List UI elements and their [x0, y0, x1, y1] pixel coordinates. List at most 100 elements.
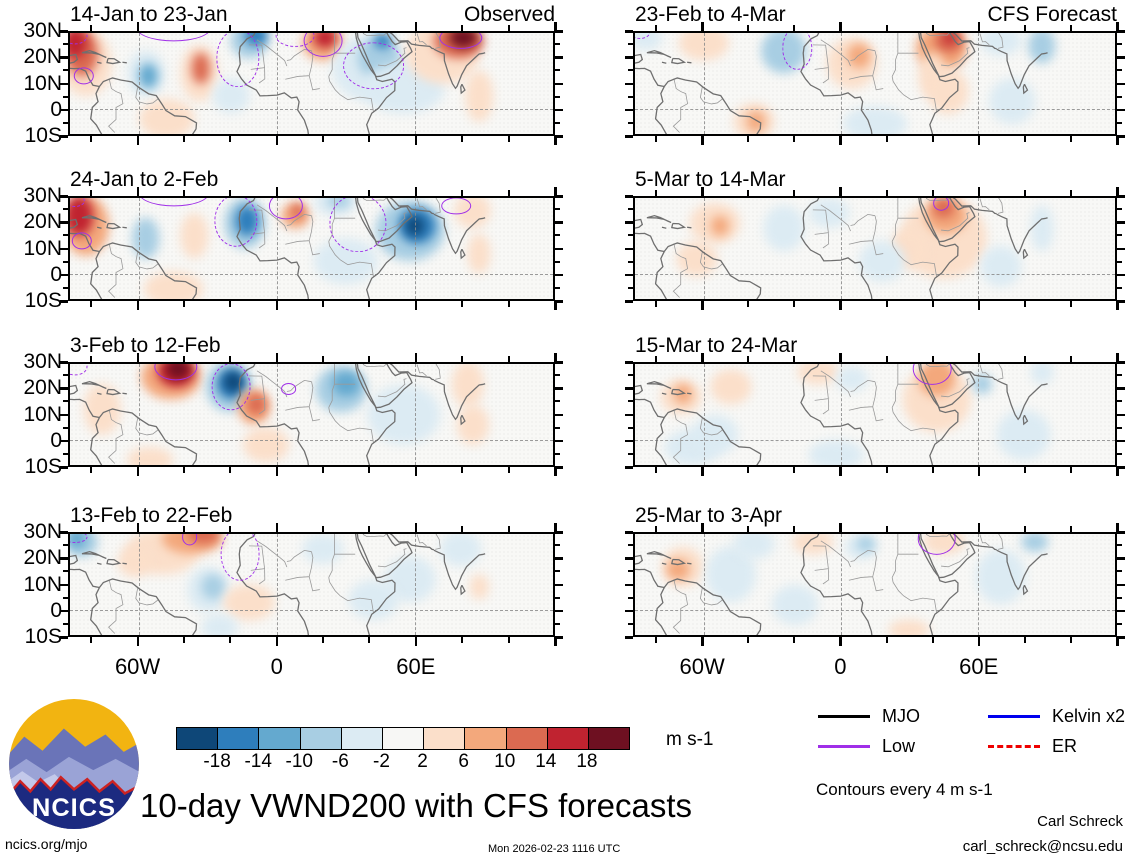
lon-tick — [90, 467, 93, 473]
logo-text: NCICS — [32, 794, 116, 822]
anomaly-blob — [470, 574, 489, 600]
lon-tick — [507, 301, 510, 307]
lat-tick — [555, 531, 563, 534]
anomaly-blob — [456, 404, 489, 445]
footer-timestamp: Mon 2026-02-23 1116 UTC — [488, 843, 621, 855]
lat-tick — [1117, 387, 1125, 390]
anomaly-blob — [1030, 205, 1054, 252]
lat-tick — [1117, 121, 1122, 124]
lon-tick — [229, 136, 232, 142]
lon-tick — [839, 136, 842, 145]
lat-tick — [1117, 426, 1122, 429]
map-5 — [633, 31, 1117, 136]
lon-tick — [1069, 136, 1072, 142]
colorbar-units: m s-1 — [666, 729, 714, 750]
lat-label: 10N — [23, 402, 62, 426]
gridline-meridian — [977, 534, 979, 635]
lon-tick — [275, 187, 279, 196]
anomaly-blob — [772, 584, 818, 625]
panel-title: 23-Feb to 4-Mar — [635, 3, 786, 26]
lat-tick — [555, 400, 560, 403]
anomaly-blob — [975, 549, 1026, 605]
panel-title: 13-Feb to 22-Feb — [70, 504, 233, 527]
ncics-logo: NCICS — [9, 699, 139, 829]
lat-tick — [1117, 544, 1122, 547]
gridline-meridian — [703, 33, 705, 134]
lat-label: 20N — [23, 45, 62, 69]
lon-tick — [322, 637, 325, 643]
lon-tick — [1069, 301, 1072, 307]
anomaly-blob — [1030, 364, 1054, 385]
lat-tick — [625, 636, 633, 639]
lon-tick — [322, 467, 325, 473]
lat-tick — [63, 570, 68, 573]
lat-tick — [60, 531, 68, 534]
lon-tick — [368, 301, 371, 307]
lat-tick — [1117, 69, 1122, 72]
lat-label: 20N — [23, 210, 62, 234]
lon-tick — [136, 301, 140, 310]
lat-tick — [60, 273, 68, 277]
lon-tick — [229, 637, 232, 643]
lon-tick — [182, 526, 185, 532]
lon-tick — [793, 136, 796, 142]
lon-tick — [793, 637, 796, 643]
wave-contour-dashed — [220, 534, 260, 581]
lat-tick — [628, 544, 633, 547]
lat-tick — [625, 221, 633, 224]
lat-tick — [625, 583, 633, 586]
coastlines — [70, 198, 553, 299]
anomaly-blob — [127, 447, 174, 465]
lat-label: 0 — [50, 97, 62, 121]
lon-tick — [655, 467, 658, 473]
colorbar-tick-label: 10 — [494, 751, 516, 772]
lon-tick — [839, 637, 842, 646]
lon-tick — [554, 523, 557, 532]
lon-tick — [275, 301, 279, 310]
lon-tick — [839, 467, 842, 476]
lon-tick — [839, 22, 842, 31]
lat-tick — [1117, 622, 1122, 625]
lat-tick — [628, 596, 633, 599]
lon-label: 0 — [270, 654, 283, 679]
gridline-meridian — [415, 364, 416, 465]
coastlines — [70, 364, 553, 465]
lon-tick — [885, 356, 888, 362]
gridline-equator — [70, 273, 553, 275]
lon-tick — [182, 190, 185, 196]
lat-tick — [1117, 557, 1125, 560]
lon-tick — [414, 301, 418, 310]
gridline-equator — [635, 108, 1115, 110]
lon-tick — [554, 301, 557, 310]
credit-name: Carl Schreck — [1037, 813, 1123, 830]
lat-tick — [628, 43, 633, 46]
lat-tick — [555, 108, 563, 112]
lon-tick — [701, 637, 704, 646]
lon-tick — [507, 25, 510, 31]
lon-tick — [368, 637, 371, 643]
lat-tick — [1117, 260, 1122, 263]
lon-tick — [414, 353, 418, 362]
map-8 — [633, 532, 1117, 637]
lat-tick — [628, 121, 633, 124]
lat-tick — [1117, 400, 1122, 403]
anomaly-blob — [201, 574, 225, 600]
lon-tick — [1023, 467, 1026, 473]
lat-label: 0 — [50, 262, 62, 286]
panel-corner-label: CFS Forecast — [987, 3, 1117, 26]
lat-tick — [555, 247, 563, 250]
lat-label: 30N — [23, 19, 62, 42]
lon-tick — [182, 637, 185, 643]
lon-tick — [701, 187, 704, 196]
lat-tick — [628, 426, 633, 429]
gridline-meridian — [977, 364, 979, 465]
lon-tick — [931, 467, 934, 473]
colorbar-segment — [258, 728, 300, 749]
lon-tick — [655, 301, 658, 307]
gridline-equator — [635, 273, 1115, 275]
lon-tick — [977, 353, 981, 362]
lon-tick — [747, 467, 750, 473]
lat-tick — [628, 286, 633, 289]
anomaly-blob — [980, 245, 1022, 287]
anomaly-blob — [856, 536, 875, 552]
